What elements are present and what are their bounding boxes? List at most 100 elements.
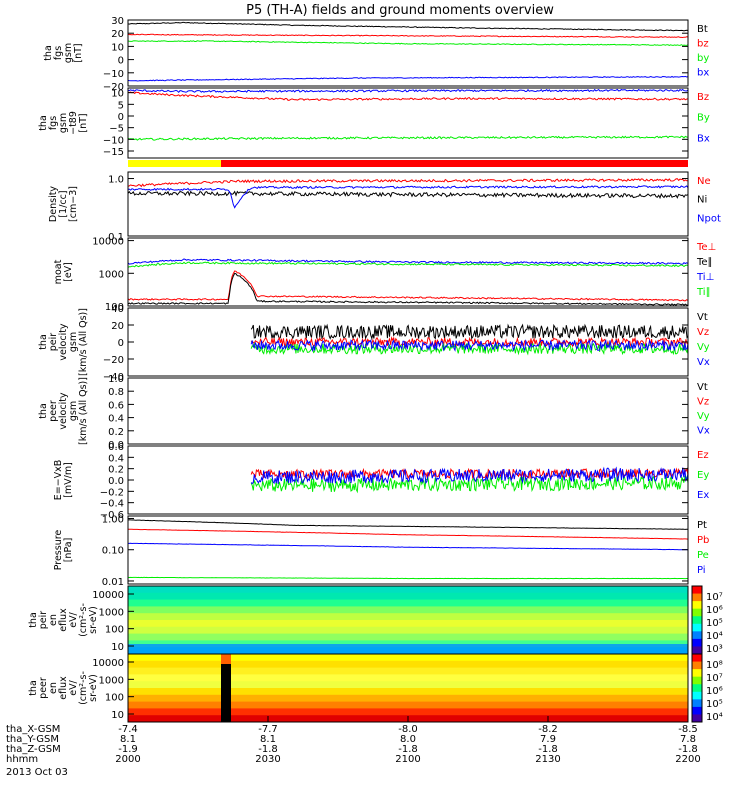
date-label: 2013 Oct 03 (6, 767, 68, 778)
axis-row-label: hhmm (6, 754, 38, 765)
spectrogram-band (128, 644, 688, 654)
mode-bar-yellow (128, 160, 221, 167)
ytick-label: 0.01 (102, 577, 124, 588)
panel-0-ylabel: tha (43, 45, 54, 61)
colorbar-swatch (692, 586, 702, 595)
colorbar-label: 10⁸ (706, 660, 723, 671)
spectrogram-band (128, 606, 688, 614)
mode-bar (128, 160, 688, 167)
axis-row-value: -8.2 (538, 724, 558, 735)
panel-1-ylabel: fgs (48, 116, 59, 130)
legend-entry: Vz (697, 397, 709, 408)
legend-entry: Vx (697, 426, 710, 437)
axis-row-label: tha_X-GSM (6, 724, 60, 735)
axis-row-value: -7.4 (118, 724, 138, 735)
series-line-Npot (127, 185, 689, 209)
series-line-Ex (250, 466, 689, 485)
spectrogram-burst (221, 654, 231, 664)
ytick-label: 20 (111, 321, 124, 332)
panel-8-ylabel: eV/ (68, 611, 79, 627)
panel-9-ylabel: eV/ (68, 679, 79, 695)
ytick-label: −5 (109, 124, 124, 135)
series-line-Ti∥ (127, 261, 689, 268)
series-line-By (127, 135, 689, 141)
legend-entry: bx (697, 68, 709, 79)
spectrogram-band (128, 708, 688, 716)
spectrogram-band (128, 620, 688, 628)
panel-3-ylabel: moat (53, 259, 64, 284)
ytick-label: −40 (103, 372, 124, 383)
colorbar-swatch (692, 676, 702, 685)
ytick-label: 0.4 (108, 453, 124, 464)
legend-entry: Bz (697, 92, 709, 103)
series-line-Ti⊥ (127, 258, 689, 265)
ytick-label: 30 (111, 16, 124, 27)
ytick-label: 0.6 (108, 442, 124, 453)
panel-5-ylabel: velocity (58, 392, 69, 430)
panel-8: tha peir en eflux eV/(cm²-s-sr-eV) 10000 1000 1… (28, 585, 723, 655)
series-line-Te⊥ (127, 270, 689, 302)
ytick-label: −0.6 (100, 510, 124, 521)
panel-7: Pressure [nPa] Pt Pb Pe Pi 1.00 0.10 0.01 (53, 514, 709, 587)
panel-4-ylabel: tha (38, 334, 49, 350)
spectrogram-band (128, 667, 688, 675)
panel-4-ylabel: gsm (68, 332, 79, 352)
panel-9-ylabel: en (48, 682, 59, 694)
colorbar-label: 10⁷ (706, 592, 723, 603)
series-line-bz (127, 33, 689, 39)
legend-entry: Pt (697, 520, 707, 531)
series-line-Vx (250, 339, 689, 353)
colorbar-swatch (692, 608, 702, 617)
panel-4-ylabel: velocity (58, 323, 69, 361)
page-title: P5 (TH-A) fields and ground moments over… (246, 3, 554, 18)
legend-entry: Ti∥ (696, 287, 711, 298)
panel-0-ylabel: fgs (53, 46, 64, 60)
colorbar-swatch (692, 706, 702, 715)
ytick-label: 1.00 (102, 514, 124, 525)
ytick-label: 0.1 (108, 232, 124, 243)
panel-9-ylabel: eflux (58, 676, 69, 700)
panel-9-ylabel: tha (28, 680, 39, 696)
ytick-label: −0.4 (100, 499, 124, 510)
axis-row-value: -8.0 (398, 724, 418, 735)
legend-entry: bz (697, 39, 709, 50)
panel-frame (127, 237, 689, 307)
axis-row-value: -1.8 (678, 744, 698, 755)
panel-1-ylabel: tha (38, 115, 49, 131)
spectrogram-band (128, 654, 688, 662)
axis-row-value: 7.9 (540, 734, 556, 745)
legend-entry: Pe (697, 550, 709, 561)
legend-entry: Vz (697, 327, 709, 338)
colorbar-swatch (692, 669, 702, 678)
axis-row-value: -1.8 (398, 744, 418, 755)
ytick-label: 1.0 (108, 175, 124, 186)
spectrogram-band (128, 626, 688, 635)
panel-6-ylabel: E=−VxB (53, 460, 64, 501)
legend-entry: Te⊥ (696, 242, 716, 253)
series-line-Te∥ (127, 272, 689, 306)
legend-entry: Te∥ (696, 257, 713, 268)
ytick-label: −20 (103, 355, 124, 366)
ytick-label: 10 (111, 710, 124, 721)
panel-2-ylabel: Density (48, 186, 59, 222)
panel-5-ylabel: [km/s (All Qs)] (78, 377, 89, 445)
ytick-label: 0 (118, 112, 124, 123)
ytick-label: −10 (103, 135, 124, 146)
panel-7-ylabel: [nPa] (63, 538, 74, 563)
colorbar-label: 10⁷ (706, 673, 723, 684)
panel-0: tha fgs gsm [nT] Bt bz by bx 30 20 10 0 −10 −20 (43, 16, 709, 93)
ytick-label: 0.6 (108, 400, 124, 411)
axis-row-value: -7.7 (258, 724, 278, 735)
colorbar-8: 10⁷ 10⁶ 10⁵ 10⁴ 10³ (691, 585, 723, 655)
series-line-Pe (127, 576, 688, 580)
spectrogram-band (128, 613, 688, 621)
axis-row-value: 7.8 (680, 734, 696, 745)
ytick-label: −10 (103, 69, 124, 80)
colorbar-swatch (692, 699, 702, 708)
spectrogram-band (128, 586, 688, 594)
panel-frame (127, 515, 689, 585)
colorbar-label: 10⁴ (706, 631, 723, 642)
ytick-label: 10000 (92, 590, 124, 601)
